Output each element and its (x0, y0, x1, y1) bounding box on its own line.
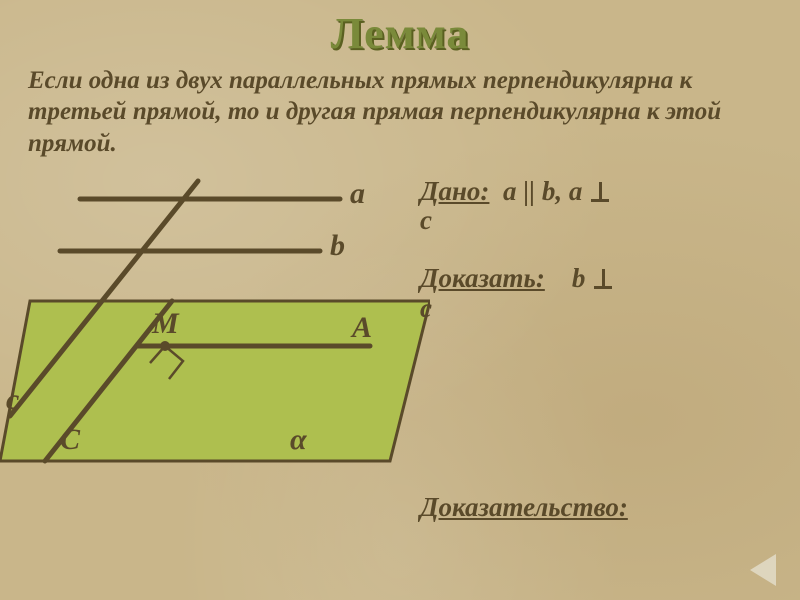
label-A: А (352, 311, 372, 345)
given-text-1 (496, 176, 503, 206)
prove-label: Доказать: (420, 263, 545, 293)
prev-slide-icon[interactable] (750, 554, 776, 586)
given-block: Дано: a || b, a c (420, 177, 790, 236)
proof-block: Доказательство: (420, 492, 790, 523)
prove-expr-1: b (572, 263, 586, 293)
perp-icon (594, 269, 612, 289)
label-alpha: α (290, 423, 307, 457)
given-expr-1: a || b, a (503, 176, 582, 206)
given-label: Дано: (420, 176, 489, 206)
content-area: a b с М А С α Дано: a || b, a c Доказать… (0, 171, 800, 561)
perp-icon (591, 182, 609, 202)
proof-column: Дано: a || b, a c Доказать: b c Доказате… (420, 171, 790, 523)
label-c: с (6, 383, 19, 417)
lemma-statement: Если одна из двух параллельных прямых пе… (0, 59, 800, 159)
label-a: a (350, 177, 365, 211)
geometry-diagram: a b с М А С α (0, 171, 430, 561)
label-C: С (60, 423, 80, 457)
given-expr-2: c (420, 205, 432, 235)
prove-expr-2: c (420, 293, 432, 323)
prove-block: Доказать: b c (420, 264, 790, 323)
prove-spacer (552, 263, 572, 293)
point-M (160, 341, 170, 351)
proof-label: Доказательство: (420, 492, 628, 522)
label-b: b (330, 229, 345, 263)
lemma-title: Лемма (0, 0, 800, 59)
label-M: М (152, 307, 179, 341)
